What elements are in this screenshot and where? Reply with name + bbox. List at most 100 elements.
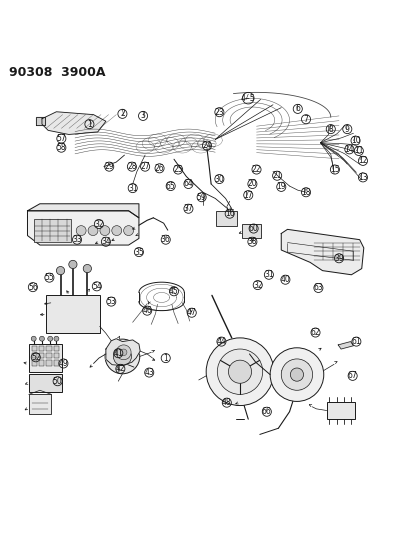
Circle shape (83, 264, 91, 273)
Text: 14: 14 (344, 145, 353, 154)
Text: 4‒5: 4‒5 (240, 94, 255, 103)
Text: 36: 36 (161, 235, 170, 244)
FancyBboxPatch shape (33, 219, 71, 242)
Text: 40: 40 (280, 275, 290, 284)
Text: 58: 58 (57, 143, 66, 152)
Text: 32: 32 (94, 220, 104, 229)
Text: 52: 52 (31, 353, 40, 362)
Text: 55: 55 (45, 273, 54, 282)
Text: 11: 11 (353, 147, 363, 156)
Circle shape (269, 348, 323, 401)
Circle shape (206, 338, 273, 406)
Text: 9: 9 (344, 125, 349, 134)
FancyBboxPatch shape (53, 360, 59, 366)
FancyBboxPatch shape (28, 374, 62, 392)
Text: 64: 64 (183, 180, 193, 189)
Text: 12: 12 (357, 156, 367, 165)
Circle shape (280, 359, 312, 390)
Text: 33: 33 (72, 235, 82, 244)
FancyBboxPatch shape (46, 295, 100, 333)
Polygon shape (42, 112, 106, 134)
Polygon shape (36, 117, 45, 125)
Polygon shape (280, 229, 363, 274)
FancyBboxPatch shape (31, 360, 37, 366)
Text: 38: 38 (247, 237, 256, 246)
Circle shape (217, 349, 262, 394)
Text: 53: 53 (106, 297, 116, 306)
Text: 3: 3 (140, 111, 145, 120)
Text: 67: 67 (347, 372, 357, 381)
Text: 63: 63 (313, 284, 323, 293)
Text: 48: 48 (221, 398, 231, 407)
Text: 29: 29 (104, 162, 114, 171)
Circle shape (290, 368, 303, 381)
Text: 37: 37 (183, 204, 193, 213)
FancyBboxPatch shape (53, 346, 59, 351)
Polygon shape (27, 211, 139, 245)
Text: 26: 26 (154, 164, 164, 173)
Text: 20: 20 (247, 180, 256, 189)
Text: 25: 25 (173, 165, 183, 174)
Text: 1: 1 (163, 353, 168, 362)
FancyBboxPatch shape (46, 346, 52, 351)
Circle shape (228, 360, 251, 383)
Circle shape (120, 349, 127, 356)
Text: 43: 43 (144, 368, 154, 377)
Text: 56: 56 (28, 282, 38, 292)
Circle shape (54, 336, 59, 341)
FancyBboxPatch shape (38, 360, 44, 366)
FancyBboxPatch shape (28, 344, 62, 372)
Text: 61: 61 (351, 337, 360, 346)
FancyBboxPatch shape (53, 353, 59, 358)
Text: 1: 1 (87, 119, 92, 128)
Text: 44: 44 (216, 337, 226, 346)
Text: 34: 34 (101, 237, 111, 246)
Circle shape (76, 225, 86, 236)
Text: 39: 39 (333, 254, 343, 263)
Text: 32: 32 (252, 280, 262, 289)
Text: 59: 59 (196, 193, 206, 201)
Text: 31: 31 (128, 183, 137, 192)
Text: 21: 21 (272, 171, 281, 180)
Polygon shape (337, 342, 353, 349)
Text: 24: 24 (202, 141, 211, 150)
Text: 41: 41 (113, 349, 123, 358)
Text: 15: 15 (329, 165, 339, 174)
FancyBboxPatch shape (31, 353, 37, 358)
Text: 60: 60 (248, 224, 258, 233)
Text: 28: 28 (127, 162, 136, 171)
FancyBboxPatch shape (326, 402, 354, 419)
Text: 45: 45 (169, 287, 178, 296)
Circle shape (31, 336, 36, 341)
Circle shape (105, 339, 140, 374)
Text: 42: 42 (115, 365, 125, 373)
Circle shape (100, 225, 109, 236)
Text: 66: 66 (261, 407, 271, 416)
FancyBboxPatch shape (28, 394, 51, 414)
Text: 50: 50 (52, 377, 62, 386)
Circle shape (88, 225, 98, 236)
Text: 27: 27 (140, 162, 150, 171)
Text: 13: 13 (357, 173, 367, 182)
Text: 10: 10 (350, 136, 359, 145)
FancyBboxPatch shape (38, 346, 44, 351)
Text: 57: 57 (56, 134, 66, 143)
Text: 18: 18 (301, 188, 310, 197)
Circle shape (69, 260, 77, 269)
Text: 65: 65 (166, 182, 175, 190)
Text: 46: 46 (142, 306, 152, 315)
Circle shape (123, 225, 133, 236)
Text: 6: 6 (294, 104, 299, 114)
Text: 19: 19 (276, 182, 285, 191)
Circle shape (39, 336, 44, 341)
FancyBboxPatch shape (46, 360, 52, 366)
Text: 23: 23 (214, 108, 224, 117)
Text: 47: 47 (186, 308, 196, 317)
Text: 16: 16 (224, 209, 234, 218)
FancyBboxPatch shape (31, 346, 37, 351)
Polygon shape (27, 204, 139, 218)
Circle shape (56, 266, 64, 274)
Circle shape (112, 225, 121, 236)
Text: 30: 30 (214, 174, 224, 183)
Circle shape (116, 345, 131, 360)
